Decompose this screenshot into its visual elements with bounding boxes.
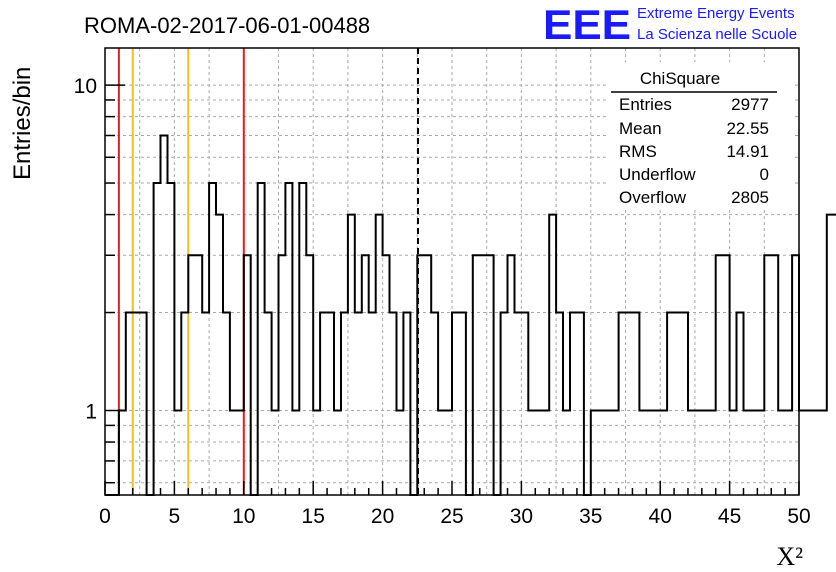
stats-box-bg	[609, 62, 792, 210]
reference-lines	[117, 48, 419, 495]
stats-value-underflow: 0	[760, 165, 769, 184]
brand-line-2: La Scienza nelle Scuole	[637, 26, 797, 43]
stats-value-overflow: 2805	[731, 188, 769, 207]
y-tick-label: 10	[74, 75, 97, 98]
stats-label-underflow: Underflow	[619, 165, 696, 184]
x-tick-label: 35	[579, 505, 602, 528]
eee-logo-text: EEE	[543, 1, 631, 48]
x-tick-label: 45	[718, 505, 741, 528]
stats-box-title: ChiSquare	[640, 69, 720, 88]
stats-value-rms: 14.91	[726, 142, 769, 161]
y-axis-label: Entries/bin	[9, 67, 36, 180]
stats-label-mean: Mean	[619, 119, 662, 138]
stats-value-entries: 2977	[731, 95, 769, 114]
stats-label-entries: Entries	[619, 95, 672, 114]
y-tick-label: 1	[85, 401, 97, 424]
chart-title: ROMA-02-2017-06-01-00488	[84, 13, 370, 38]
stats-box: ChiSquare Entries 2977 Mean 22.55 RMS 14…	[609, 62, 792, 210]
x-tick-label: 20	[371, 505, 394, 528]
histogram-series	[105, 134, 836, 496]
brand-line-1: Extreme Energy Events	[637, 5, 795, 22]
stats-value-mean: 22.55	[726, 119, 769, 138]
axis-ticks: 0 5 10 15 20 25 30 35 40 45 50 1 10	[74, 75, 811, 528]
x-tick-label: 15	[302, 505, 325, 528]
x-tick-label: 25	[440, 505, 463, 528]
x-tick-label: 10	[232, 505, 255, 528]
x-tick-label: 40	[649, 505, 672, 528]
x-axis-label: X²	[776, 542, 803, 571]
stats-label-rms: RMS	[619, 142, 657, 161]
x-tick-label: 0	[99, 505, 111, 528]
x-tick-label: 5	[169, 505, 181, 528]
x-tick-label: 50	[787, 505, 810, 528]
x-tick-label: 30	[510, 505, 533, 528]
eee-logo: EEE Extreme Energy Events La Scienza nel…	[543, 1, 797, 48]
stats-label-overflow: Overflow	[619, 188, 687, 207]
